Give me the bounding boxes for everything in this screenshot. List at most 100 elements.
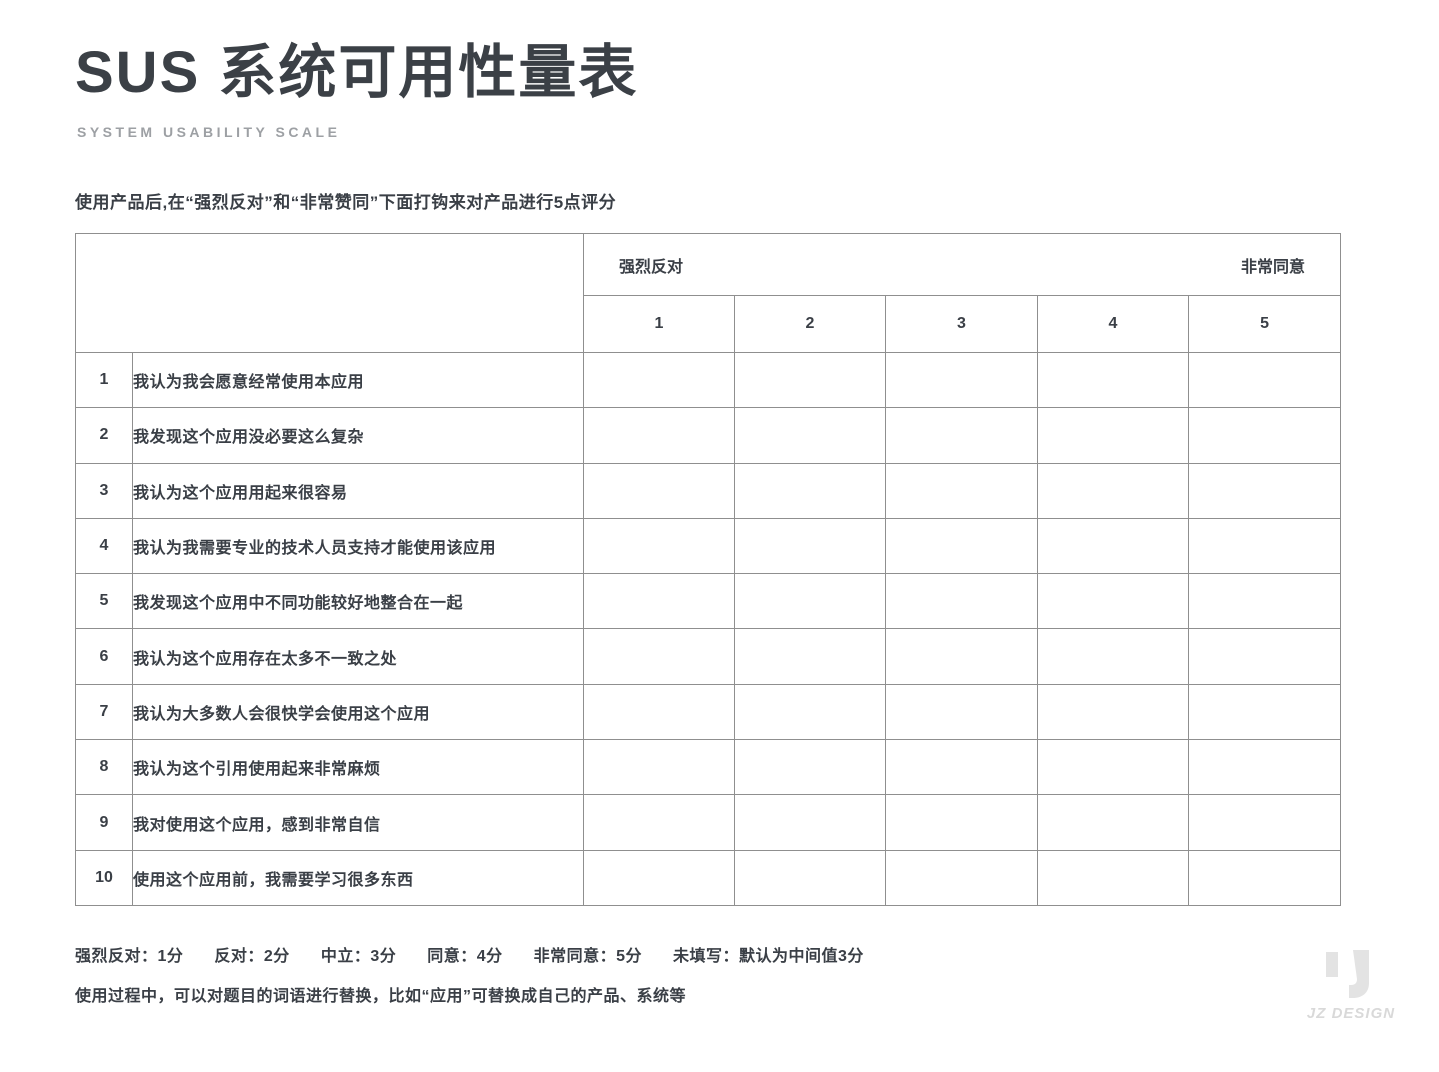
rating-cell[interactable] (734, 351, 886, 409)
rating-cell[interactable] (1187, 462, 1342, 519)
rating-cell[interactable] (1037, 573, 1189, 630)
rating-cell[interactable] (583, 517, 735, 575)
rating-cell[interactable] (583, 849, 735, 906)
question-number: 1 (75, 351, 133, 409)
rating-cell[interactable] (1187, 407, 1342, 464)
table-row: 8 我认为这个引用使用起来非常麻烦 (75, 739, 1342, 796)
rating-cell[interactable] (1037, 462, 1189, 519)
rating-cell[interactable] (583, 573, 735, 630)
page-subtitle: SYSTEM USABILITY SCALE (77, 124, 341, 140)
question-text: 我认为这个应用存在太多不一致之处 (132, 628, 584, 685)
table-row: 6 我认为这个应用存在太多不一致之处 (75, 628, 1342, 685)
jz-logo-icon (1326, 950, 1369, 998)
scoring-legend: 强烈反对：1分 反对：2分 中立：3分 同意：4分 非常同意：5分 未填写：默认为中间值3… (75, 942, 864, 966)
scoring-item: 同意：4分 (427, 948, 503, 965)
rating-cell[interactable] (583, 628, 735, 685)
scoring-item: 反对：2分 (214, 948, 290, 965)
rating-cell[interactable] (885, 351, 1038, 409)
rating-cell[interactable] (734, 517, 886, 575)
rating-cell[interactable] (1187, 573, 1342, 630)
table-row: 9 我对使用这个应用，感到非常自信 (75, 794, 1342, 851)
table-row: 7 我认为大多数人会很快学会使用这个应用 (75, 683, 1342, 741)
question-number: 4 (75, 517, 133, 575)
question-number: 7 (75, 683, 133, 741)
rating-cell[interactable] (1187, 517, 1342, 575)
question-text: 我认为我会愿意经常使用本应用 (132, 351, 584, 409)
logo: JZ DESIGN (1300, 948, 1402, 1022)
rating-cell[interactable] (583, 462, 735, 519)
rating-cell[interactable] (583, 351, 735, 409)
rating-cell[interactable] (885, 462, 1038, 519)
rating-cell[interactable] (1037, 739, 1189, 796)
rating-cell[interactable] (1187, 683, 1342, 741)
scoring-item: 非常同意：5分 (533, 948, 643, 965)
rating-cell[interactable] (583, 739, 735, 796)
scale-left-label: 强烈反对 (619, 258, 684, 276)
rating-cell[interactable] (734, 573, 886, 630)
rating-cell[interactable] (734, 683, 886, 741)
table-row: 10 使用这个应用前，我需要学习很多东西 (75, 849, 1342, 906)
table-row: 4 我认为我需要专业的技术人员支持才能使用该应用 (75, 517, 1342, 575)
table-row: 5 我发现这个应用中不同功能较好地整合在一起 (75, 573, 1342, 630)
scale-label-cell: 强烈反对 非常同意 (582, 233, 1342, 296)
table-row: 1 我认为我会愿意经常使用本应用 (75, 351, 1342, 409)
rating-cell[interactable] (885, 517, 1038, 575)
scoring-item: 强烈反对：1分 (75, 948, 184, 965)
rating-cell[interactable] (1037, 517, 1189, 575)
rating-cell[interactable] (885, 683, 1038, 741)
question-text: 我发现这个应用中不同功能较好地整合在一起 (132, 573, 584, 630)
rating-cell[interactable] (1187, 628, 1342, 685)
scale-point: 4 (1037, 295, 1189, 353)
rating-cell[interactable] (734, 849, 886, 906)
rating-cell[interactable] (734, 794, 886, 851)
rating-cell[interactable] (1187, 739, 1342, 796)
rating-cell[interactable] (1037, 683, 1189, 741)
rating-cell[interactable] (734, 462, 886, 519)
question-text: 我对使用这个应用，感到非常自信 (132, 794, 584, 851)
question-number: 10 (75, 849, 133, 906)
question-text: 我认为大多数人会很快学会使用这个应用 (132, 683, 584, 741)
question-text: 使用这个应用前，我需要学习很多东西 (132, 849, 584, 906)
rating-cell[interactable] (583, 794, 735, 851)
scale-right-label: 非常同意 (1241, 258, 1306, 276)
scale-point: 1 (583, 295, 735, 353)
rating-cell[interactable] (1037, 407, 1189, 464)
page-title: SUS 系统可用性量表 (75, 40, 639, 105)
rating-cell[interactable] (583, 683, 735, 741)
rating-cell[interactable] (734, 407, 886, 464)
question-number: 8 (75, 739, 133, 796)
rating-cell[interactable] (885, 628, 1038, 685)
rating-cell[interactable] (1037, 794, 1189, 851)
scoring-item: 中立：3分 (320, 948, 397, 965)
rating-cell[interactable] (1187, 849, 1342, 906)
question-number: 6 (75, 628, 133, 685)
question-number: 5 (75, 573, 133, 630)
scale-point: 2 (734, 295, 886, 353)
rating-cell[interactable] (734, 739, 886, 796)
rating-cell[interactable] (885, 573, 1038, 630)
question-text: 我认为这个引用使用起来非常麻烦 (132, 739, 584, 796)
rating-cell[interactable] (1187, 351, 1342, 409)
question-number: 9 (75, 794, 133, 851)
rating-cell[interactable] (885, 407, 1038, 464)
usage-note: 使用过程中，可以对题目的词语进行替换，比如“应用”可替换成自己的产品、系统等 (75, 988, 687, 1005)
corner-cell (75, 233, 584, 353)
rating-cell[interactable] (1037, 628, 1189, 685)
table-row: 3 我认为这个应用用起来很容易 (75, 462, 1342, 519)
rating-cell[interactable] (1037, 351, 1189, 409)
question-number: 3 (75, 462, 133, 519)
question-text: 我发现这个应用没必要这么复杂 (132, 407, 584, 464)
scale-label-row: 强烈反对 非常同意 (75, 233, 1342, 353)
question-table-body: 1 我认为我会愿意经常使用本应用 2 我发现这个应用没必要这么复杂 3 我认为这个应用用起… (75, 351, 1342, 906)
instruction-text: 使用产品后,在“强烈反对”和“非常赞同”下面打钩来对产品进行5点评分 (75, 193, 617, 212)
rating-cell[interactable] (885, 849, 1038, 906)
rating-cell[interactable] (583, 407, 735, 464)
rating-cell[interactable] (734, 628, 886, 685)
rating-cell[interactable] (885, 794, 1038, 851)
rating-cell[interactable] (1187, 794, 1342, 851)
rating-cell[interactable] (1037, 849, 1189, 906)
rating-cell[interactable] (885, 739, 1038, 796)
logo-text: JZ DESIGN (1306, 1005, 1396, 1022)
